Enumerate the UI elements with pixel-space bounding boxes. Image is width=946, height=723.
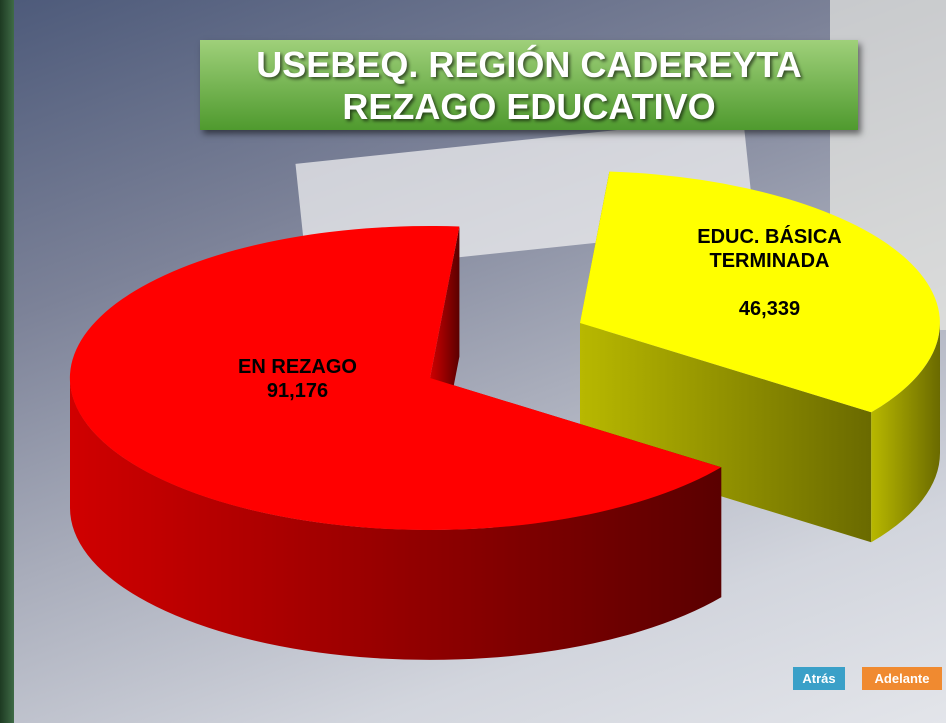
title-box: USEBEQ. REGIÓN CADEREYTA REZAGO EDUCATIV… — [200, 40, 858, 130]
chart-title: USEBEQ. REGIÓN CADEREYTA — [256, 44, 802, 85]
slice-value-label: 46,339 — [738, 298, 801, 320]
pie-slice — [69, 225, 722, 530]
slice-wall — [871, 323, 940, 543]
slice-wall — [70, 378, 722, 660]
back-button[interactable]: Atrás — [793, 667, 845, 690]
chart-title: REZAGO EDUCATIVO — [342, 86, 716, 127]
slice-value-label: 91,176 — [266, 380, 329, 402]
slice-side — [580, 323, 872, 543]
pie-slice — [580, 171, 940, 413]
left-strip — [0, 0, 14, 723]
slice-category-label: EDUC. BÁSICA TERMINADA — [697, 226, 842, 272]
next-button[interactable]: Adelante — [862, 667, 942, 690]
slice-category-label: EN REZAGO — [238, 356, 357, 378]
